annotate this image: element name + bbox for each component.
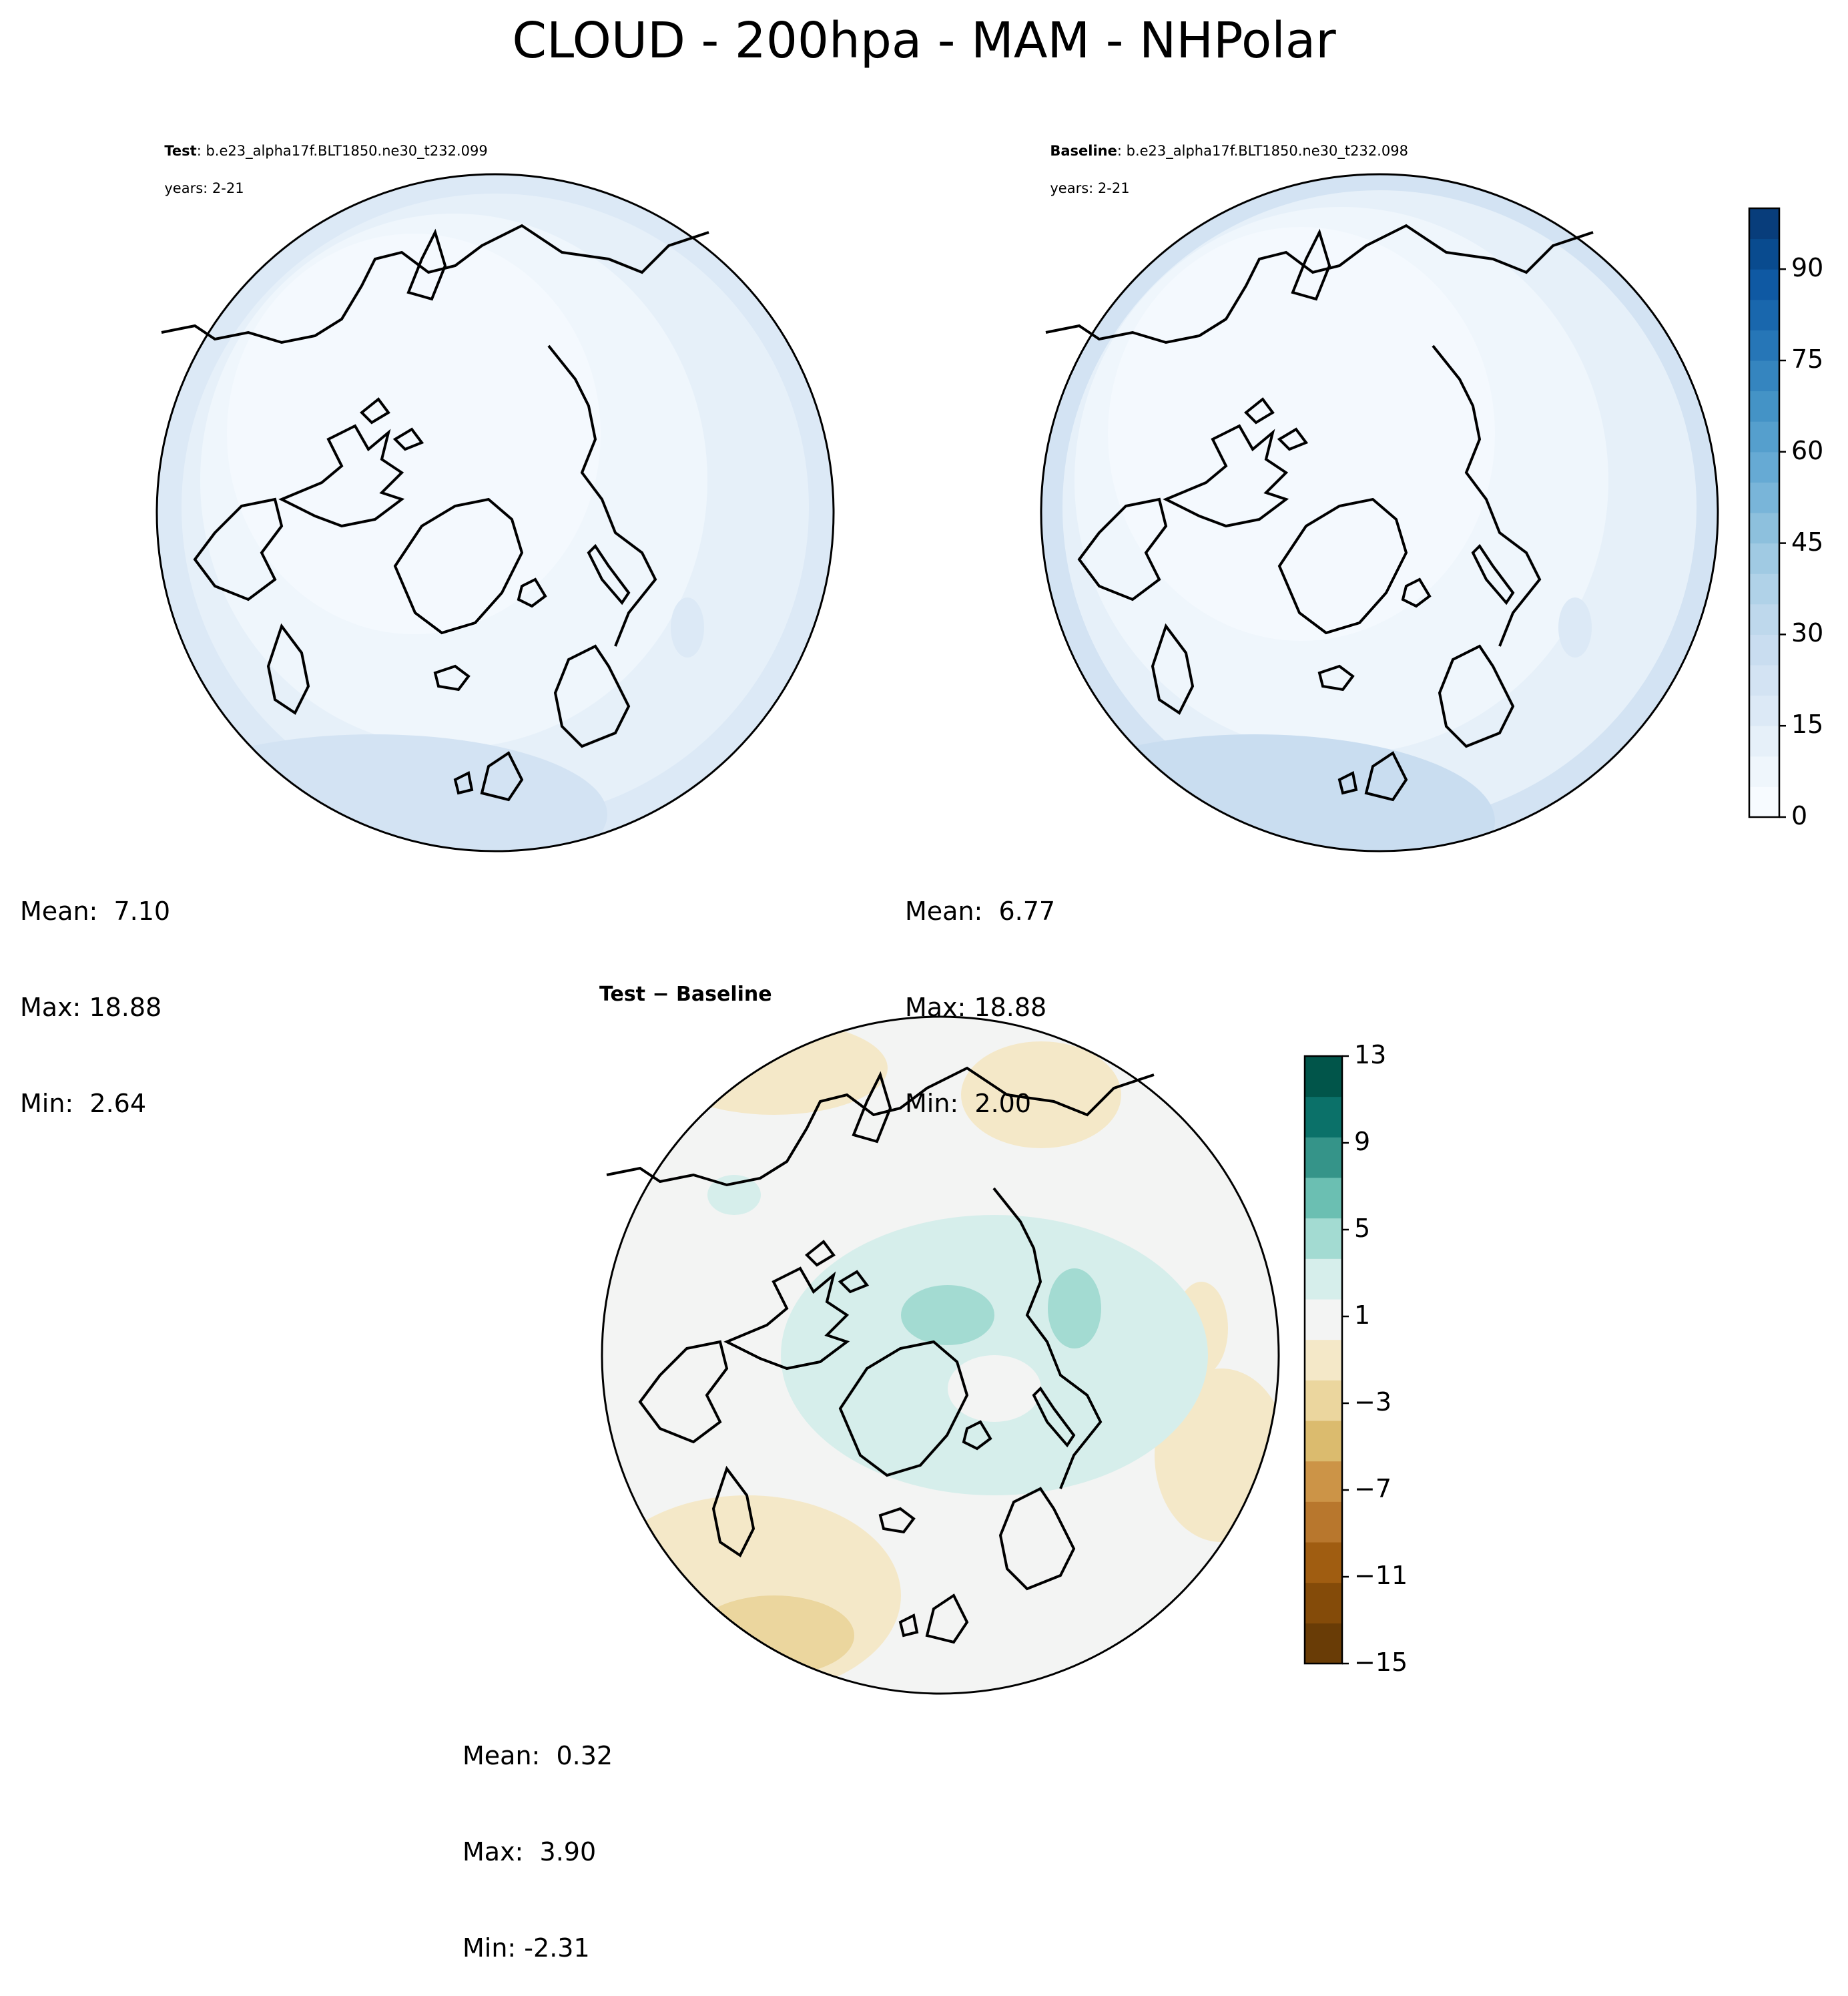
brbg-colorbar-color-band [1305,1299,1342,1340]
diff-stats: Mean: 0.32 Max: 3.90 Min: -2.31 [463,1676,613,1996]
brbg-colorbar-color-band [1305,1380,1342,1421]
blues-colorbar-color-band [1749,208,1779,240]
blues-colorbar-color-band [1749,269,1779,300]
blues-colorbar-color-band [1749,421,1779,453]
brbg-colorbar-color-band [1305,1421,1342,1462]
blues-colorbar [1748,207,1786,818]
test-min: Min: 2.64 [20,1089,146,1118]
brbg-colorbar-color-band [1305,1258,1342,1300]
test-panel-title: Test: b.e23_alpha17f.BLT1850.ne30_t232.0… [156,123,488,198]
blues-colorbar-color-band [1749,573,1779,605]
blues-colorbar-color-band [1749,786,1779,818]
figure-title: CLOUD - 200hpa - MAM - NHPolar [512,12,1336,69]
blues-colorbar-tick-label: 0 [1791,801,1808,830]
blues-colorbar-frame [1748,207,1781,818]
baseline-max: Max: 18.88 [905,993,1047,1022]
brbg-colorbar-tick-label: 1 [1354,1300,1371,1330]
blues-colorbar-color-band [1749,543,1779,574]
brbg-colorbar-color-band [1305,1582,1342,1624]
brbg-colorbar-tick-label: −15 [1354,1648,1408,1677]
diff-max: Max: 3.90 [463,1837,597,1866]
blues-colorbar-tick-label: 30 [1791,618,1824,648]
blues-colorbar-tick-label: 45 [1791,527,1824,557]
blues-colorbar-color-band [1749,756,1779,787]
brbg-colorbar-color-band [1305,1218,1342,1259]
blues-colorbar-color-band [1749,238,1779,270]
blues-colorbar-color-band [1749,726,1779,757]
baseline-map [1040,173,1719,852]
diff-panel-title: Test − Baseline [599,983,772,1006]
test-map-boundary [156,173,835,852]
test-stats: Mean: 7.10 Max: 18.88 Min: 2.64 [20,831,170,1152]
brbg-colorbar-color-band [1305,1096,1342,1138]
brbg-colorbar-tick-label: −3 [1354,1387,1392,1417]
blues-colorbar-color-band [1749,391,1779,422]
test-label: Test [164,143,197,159]
test-case: : b.e23_alpha17f.BLT1850.ne30_t232.099 [196,143,488,159]
baseline-case: : b.e23_alpha17f.BLT1850.ne30_t232.098 [1117,143,1408,159]
brbg-colorbar-tick-label: −7 [1354,1474,1392,1503]
blues-colorbar-color-band [1749,330,1779,361]
baseline-panel-title: Baseline: b.e23_alpha17f.BLT1850.ne30_t2… [1041,123,1408,198]
blues-colorbar-tick-label: 75 [1791,344,1824,374]
blues-colorbar-tick-label: 15 [1791,710,1824,740]
brbg-colorbar-frame [1303,1055,1343,1665]
blues-colorbar-color-band [1749,299,1779,330]
blues-colorbar-tick-label: 60 [1791,435,1824,465]
brbg-colorbar-color-band [1305,1137,1342,1178]
brbg-colorbar [1303,1055,1349,1665]
blues-colorbar-color-band [1749,695,1779,726]
baseline-map-boundary [1040,173,1719,852]
blues-colorbar-color-band [1749,360,1779,392]
baseline-mean: Mean: 6.77 [905,897,1056,926]
baseline-label: Baseline [1050,143,1117,159]
test-years: years: 2-21 [164,180,244,196]
baseline-years: years: 2-21 [1050,180,1130,196]
brbg-colorbar-color-band [1305,1501,1342,1543]
diff-min: Min: -2.31 [463,1933,590,1963]
blues-colorbar-color-band [1749,451,1779,483]
diff-mean: Mean: 0.32 [463,1741,613,1770]
brbg-colorbar-tick-label: −11 [1354,1561,1408,1590]
blues-colorbar-color-band [1749,513,1779,544]
blues-colorbar-tick-label: 90 [1791,253,1824,283]
brbg-colorbar-color-band [1305,1623,1342,1664]
brbg-colorbar-tick-label: 9 [1354,1127,1371,1156]
blues-colorbar-color-band [1749,634,1779,666]
blues-colorbar-color-band [1749,482,1779,513]
brbg-colorbar-tick-label: 5 [1354,1214,1371,1243]
diff-map-boundary [601,1015,1280,1695]
brbg-colorbar-tick-label: 13 [1354,1040,1387,1069]
baseline-min: Min: 2.00 [905,1089,1031,1118]
brbg-colorbar-color-band [1305,1339,1342,1381]
test-max: Max: 18.88 [20,993,162,1022]
brbg-colorbar-color-band [1305,1178,1342,1219]
baseline-stats: Mean: 6.77 Max: 18.88 Min: 2.00 [905,831,1055,1152]
test-mean: Mean: 7.10 [20,897,171,926]
brbg-colorbar-color-band [1305,1542,1342,1583]
test-map [156,173,835,852]
brbg-colorbar-color-band [1305,1056,1342,1097]
blues-colorbar-color-band [1749,665,1779,696]
blues-colorbar-color-band [1749,603,1779,635]
brbg-colorbar-color-band [1305,1461,1342,1502]
